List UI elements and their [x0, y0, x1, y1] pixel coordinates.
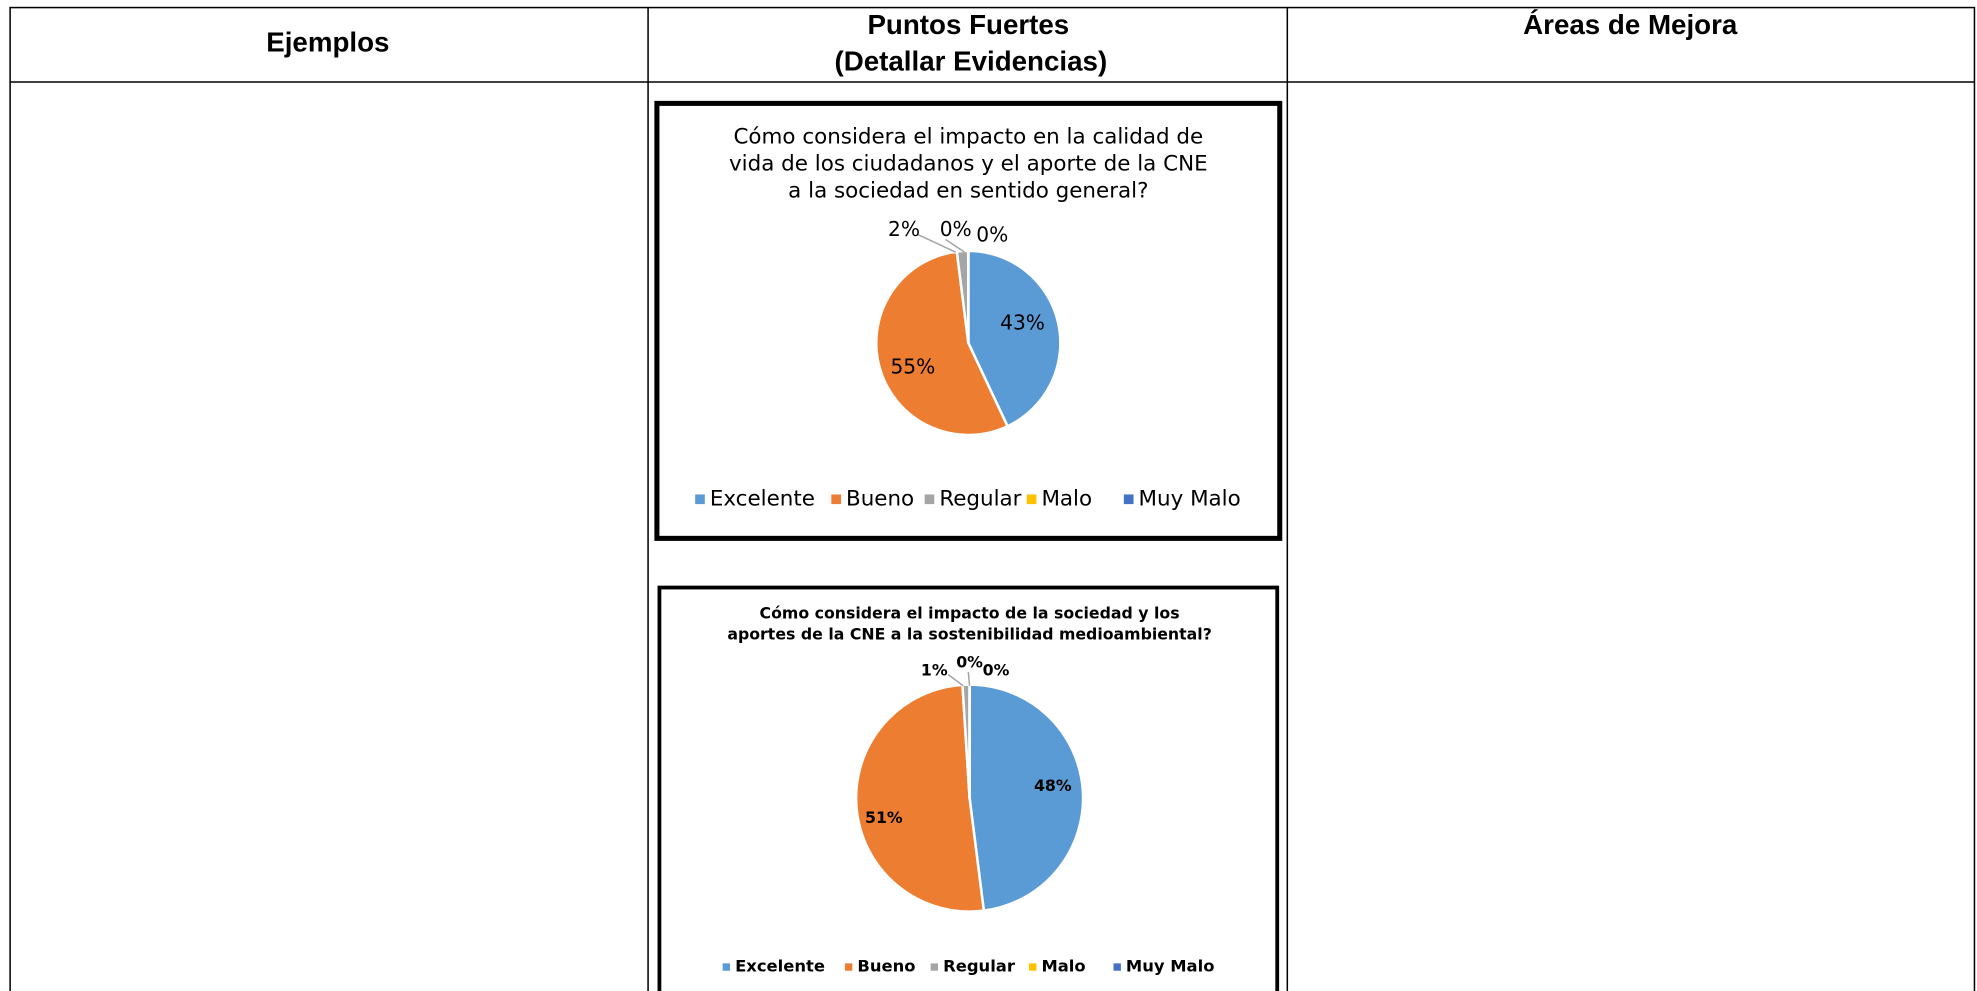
legend-label: Excelente — [735, 957, 825, 976]
chart-title: Cómo considera el impacto de la sociedad… — [760, 604, 1180, 623]
chart-title: vida de los ciudadanos y el aporte de la… — [729, 152, 1208, 177]
pie-slice — [967, 249, 1062, 428]
legend-label: Muy Malo — [1126, 957, 1215, 976]
column-header: Ejemplos — [266, 26, 389, 57]
chart-title: a la sociedad en sentido general? — [788, 179, 1148, 204]
data-label: 43% — [1000, 311, 1045, 335]
data-label: 0% — [983, 660, 1010, 679]
data-label: 48% — [1034, 776, 1072, 795]
chart-title: aportes de la CNE a la sostenibilidad me… — [727, 624, 1212, 643]
column-header: Áreas de Mejora — [1523, 9, 1738, 40]
chart-title: Cómo considera el impacto en la calidad … — [733, 124, 1203, 149]
leader-line — [967, 671, 971, 686]
legend-label: Malo — [1041, 486, 1092, 511]
legend-swatch — [722, 963, 731, 971]
leader-line — [947, 673, 964, 687]
data-label: 55% — [890, 355, 935, 379]
leader-line — [917, 233, 957, 253]
legend-label: Regular — [939, 486, 1021, 511]
legend-swatch — [695, 494, 705, 505]
data-label: 0% — [940, 217, 972, 241]
legend-swatch — [831, 494, 841, 505]
data-label: 2% — [888, 217, 920, 241]
data-label: 0% — [956, 653, 983, 672]
legend-swatch — [1026, 494, 1037, 505]
legend-label: Bueno — [846, 486, 914, 511]
legend-label: Malo — [1041, 957, 1085, 976]
data-label: 1% — [921, 660, 948, 679]
column-header: (Detallar Evidencias) — [835, 45, 1108, 76]
legend-swatch — [930, 963, 939, 971]
legend-swatch — [924, 494, 935, 505]
legend-swatch — [1029, 963, 1037, 971]
pie-slice — [854, 683, 986, 913]
pie-slice — [968, 683, 1085, 913]
legend-swatch — [844, 963, 853, 971]
column-header: Puntos Fuertes — [867, 9, 1069, 40]
pie-slice — [875, 250, 1010, 437]
leader-line — [945, 238, 965, 253]
legend-label: Bueno — [857, 957, 915, 976]
table-border — [9, 6, 1976, 991]
legend-swatch — [1123, 494, 1134, 505]
legend-label: Excelente — [710, 486, 815, 511]
data-label: 0% — [976, 222, 1008, 246]
legend-label: Regular — [943, 957, 1016, 976]
legend-swatch — [1113, 963, 1121, 971]
legend-label: Muy Malo — [1139, 486, 1241, 511]
data-label: 51% — [865, 808, 903, 827]
